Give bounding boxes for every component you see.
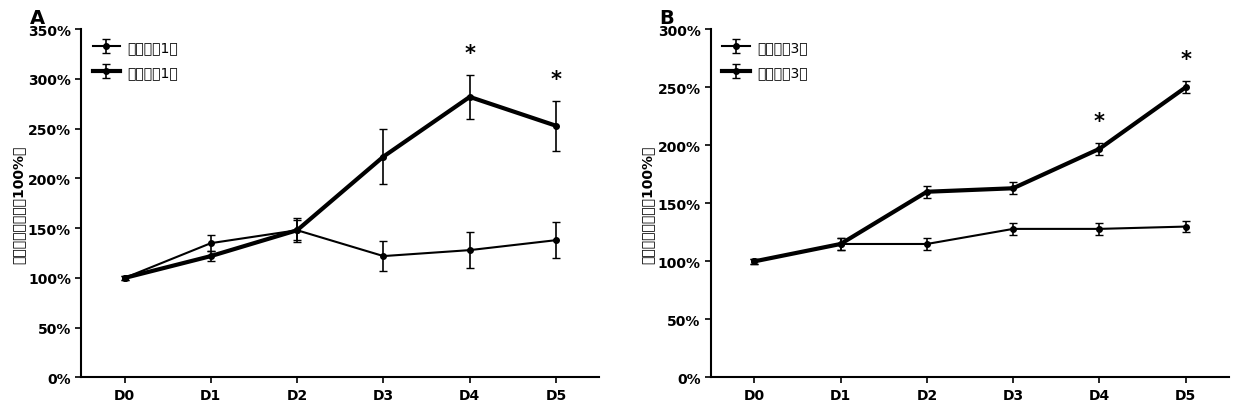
Text: A: A	[30, 9, 45, 28]
Text: B: B	[660, 9, 675, 28]
Text: *: *	[1180, 50, 1192, 70]
Text: *: *	[464, 44, 475, 64]
Y-axis label: 细胞相对增値率（100%）: 细胞相对增値率（100%）	[11, 145, 25, 263]
Text: *: *	[551, 69, 562, 90]
Legend: 对照组第1代, 辐照组第1代: 对照组第1代, 辐照组第1代	[88, 37, 182, 84]
Legend: 对照组第3代, 辐照组第3代: 对照组第3代, 辐照组第3代	[718, 37, 812, 84]
Y-axis label: 细胞相对增値率（100%）: 细胞相对增値率（100%）	[641, 145, 655, 263]
Text: *: *	[1094, 112, 1105, 131]
